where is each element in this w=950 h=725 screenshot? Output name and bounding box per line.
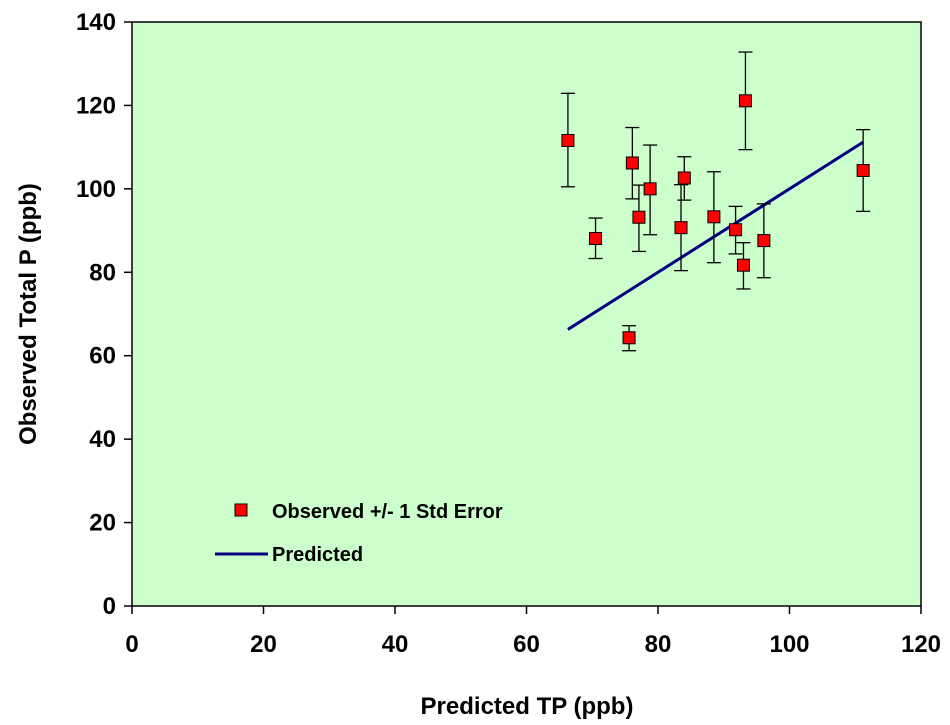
y-tick-label: 60 [89, 343, 116, 370]
y-tick-label: 80 [89, 259, 116, 286]
observed-point [677, 171, 691, 185]
observed-point [757, 234, 771, 248]
legend: Observed +/- 1 Std Error Predicted [215, 501, 503, 566]
observed-point [589, 231, 603, 245]
legend-label-observed: Observed +/- 1 Std Error [272, 501, 503, 523]
observed-point [736, 258, 750, 272]
series-layer [560, 51, 871, 352]
x-tick-label: 80 [645, 631, 672, 658]
y-tick-label: 40 [89, 426, 116, 453]
y-tick-label: 20 [89, 510, 116, 537]
observed-point [738, 94, 752, 108]
x-tick-label: 120 [901, 631, 941, 658]
predicted-line [567, 140, 864, 331]
observed-point [625, 156, 639, 170]
y-tick-label: 100 [76, 176, 116, 203]
x-axis-title: Predicted TP (ppb) [421, 693, 634, 720]
y-tick-label: 0 [103, 593, 116, 620]
y-axis: 0 20 40 60 80 100 120 140 [76, 9, 132, 620]
observed-point [729, 223, 743, 237]
legend-label-predicted: Predicted [272, 544, 363, 566]
observed-point [622, 331, 636, 345]
y-tick-label: 120 [76, 92, 116, 119]
y-axis-title: Observed Total P (ppb) [15, 183, 42, 445]
x-axis: 0 20 40 60 80 100 120 [125, 606, 941, 658]
x-tick-label: 20 [250, 631, 277, 658]
observed-point [632, 210, 646, 224]
x-tick-label: 100 [769, 631, 809, 658]
observed-point [856, 164, 870, 178]
observed-point [707, 210, 721, 224]
observed-point [561, 133, 575, 147]
x-tick-label: 0 [125, 631, 138, 658]
observed-point [643, 182, 657, 196]
x-tick-label: 40 [382, 631, 409, 658]
observed-point [674, 221, 688, 235]
plot-area [131, 21, 922, 607]
y-tick-label: 140 [76, 9, 116, 36]
x-tick-label: 60 [513, 631, 540, 658]
legend-marker-observed [234, 503, 248, 517]
